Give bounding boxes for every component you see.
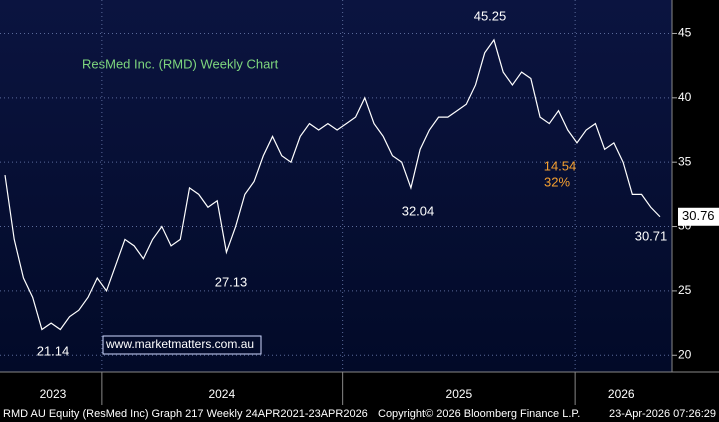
- last-price-label: 30.76: [682, 208, 715, 223]
- x-tick-label: 2025: [446, 387, 473, 401]
- annotation: 14.54: [544, 158, 577, 173]
- footer: Copyright© 2026 Bloomberg Finance L.P.: [378, 408, 580, 420]
- watermark: www.marketmatters.com.au: [105, 337, 254, 351]
- axis-area: [672, 0, 719, 372]
- y-tick-label: 40: [678, 90, 692, 104]
- footer: 23-Apr-2026 07:26:29: [609, 408, 716, 420]
- annotation: 21.14: [37, 343, 70, 358]
- last-price-tag: [678, 207, 719, 226]
- footer: RMD AU Equity (ResMed Inc) Graph 217 Wee…: [3, 408, 368, 420]
- watermark-box: [102, 335, 262, 355]
- annotation: 45.25: [474, 8, 507, 23]
- y-tick-label: 25: [678, 283, 692, 297]
- x-tick-label: 2024: [208, 387, 235, 401]
- y-tick-label: 45: [678, 26, 692, 40]
- plot-area: [0, 0, 672, 372]
- chart-title: ResMed Inc. (RMD) Weekly Chart: [82, 56, 279, 71]
- x-tick-label: 2023: [40, 387, 67, 401]
- annotation: 27.13: [215, 274, 248, 289]
- y-tick-label: 35: [678, 154, 692, 168]
- annotation: 32.04: [402, 203, 435, 218]
- price-line: [4, 38, 661, 331]
- y-tick-label: 20: [678, 347, 692, 361]
- annotation: 32%: [544, 174, 570, 189]
- x-axis-band: [0, 372, 719, 405]
- x-tick-label: 2026: [608, 387, 635, 401]
- annotation: 30.71: [635, 228, 668, 243]
